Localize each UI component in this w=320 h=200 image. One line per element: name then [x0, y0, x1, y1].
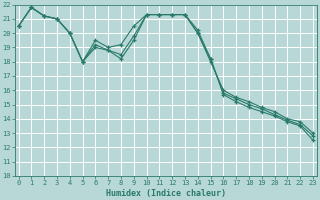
X-axis label: Humidex (Indice chaleur): Humidex (Indice chaleur) [106, 189, 226, 198]
